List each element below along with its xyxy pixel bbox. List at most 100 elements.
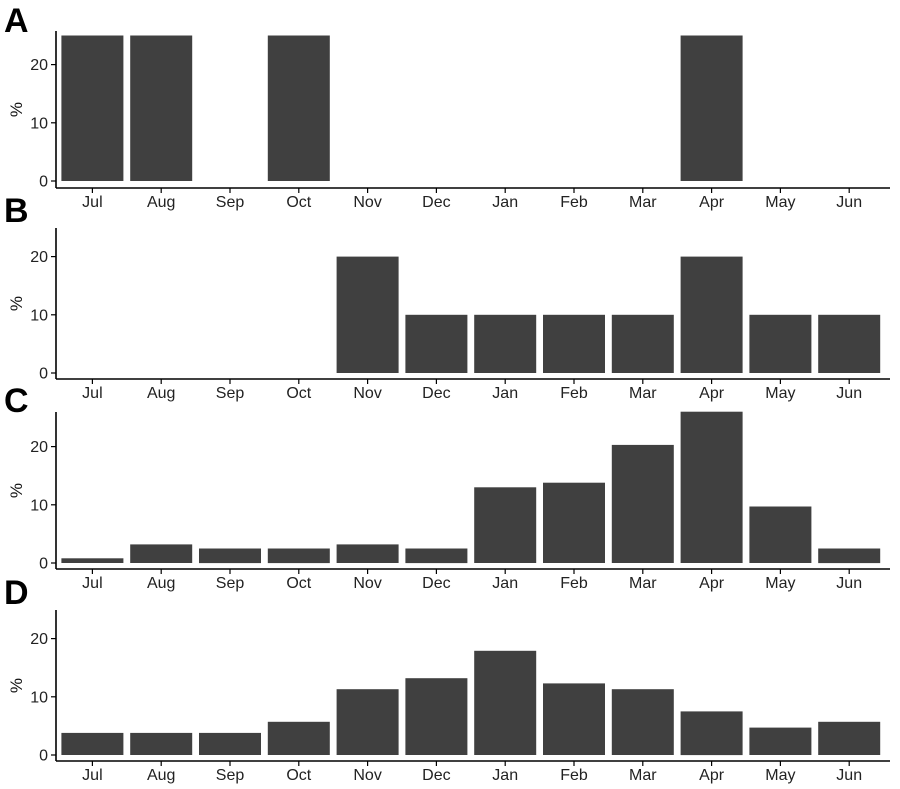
x-tick-label-feb: Feb [560,575,588,592]
x-tick-label-sep: Sep [216,194,245,211]
x-tick-label-oct: Oct [286,575,311,592]
bar-oct [267,35,330,181]
bar-aug [130,35,193,181]
y-tick-label: 10 [30,497,48,514]
bar-mar [611,444,674,563]
bar-jun [818,314,881,373]
bar-dec [405,314,468,373]
y-axis-title: % [7,678,26,693]
y-tick-label: 20 [30,57,48,74]
y-tick-label: 20 [30,631,48,648]
y-axis-title: % [7,483,26,498]
x-tick-label-apr: Apr [699,575,725,592]
x-tick-label-jul: Jul [82,575,102,592]
bar-oct [267,721,330,755]
bar-aug [130,732,193,755]
y-tick-label: 10 [30,115,48,132]
bar-mar [611,689,674,755]
x-tick-label-jul: Jul [82,385,102,402]
bar-nov [336,544,399,563]
bar-feb [543,314,605,373]
x-tick-label-aug: Aug [147,194,175,211]
x-tick-label-jun: Jun [836,767,862,784]
x-tick-label-apr: Apr [699,767,725,784]
x-tick-label-mar: Mar [629,194,657,211]
x-tick-label-mar: Mar [629,575,657,592]
bar-jan [474,487,537,563]
bar-nov [336,689,399,755]
x-tick-label-jul: Jul [82,194,102,211]
x-tick-label-nov: Nov [353,385,381,402]
bar-may [749,314,812,373]
bar-jul [61,35,124,181]
x-tick-label-sep: Sep [216,575,245,592]
bar-jun [818,721,881,755]
bar-feb [543,683,605,755]
x-tick-label-dec: Dec [422,385,450,402]
bar-nov [336,256,399,373]
x-tick-label-jun: Jun [836,385,862,402]
panel-letter: D [4,574,29,612]
bar-may [749,506,812,563]
x-tick-label-oct: Oct [286,385,311,402]
x-tick-label-may: May [765,767,795,784]
x-tick-label-sep: Sep [216,767,245,784]
panel-d: D 0 10 20% Jul Aug Sep Oct Nov Dec Jan Feb Mar Apr May… [4,574,890,784]
x-tick-label-feb: Feb [560,194,588,211]
y-tick-label: 0 [39,366,48,383]
x-tick-label-jan: Jan [492,385,518,402]
x-tick-label-dec: Dec [422,767,450,784]
x-tick-label-aug: Aug [147,767,175,784]
bar-feb [543,482,605,563]
y-tick-label: 10 [30,307,48,324]
x-tick-label-nov: Nov [353,575,381,592]
x-tick-label-may: May [765,194,795,211]
bar-may [749,727,812,755]
x-tick-label-aug: Aug [147,385,175,402]
x-tick-label-jan: Jan [492,194,518,211]
y-tick-label: 20 [30,249,48,266]
bar-jun [818,548,881,564]
x-tick-label-nov: Nov [353,767,381,784]
bar-jan [474,314,537,373]
y-axis-title: % [7,102,26,117]
x-tick-label-oct: Oct [286,194,311,211]
y-axis-title: % [7,296,26,311]
x-tick-label-mar: Mar [629,385,657,402]
y-tick-label: 20 [30,439,48,456]
panel-letter: B [4,192,29,230]
bar-apr [680,35,743,181]
x-tick-label-mar: Mar [629,767,657,784]
bar-aug [130,544,193,563]
x-tick-label-jun: Jun [836,575,862,592]
bar-jul [61,732,124,755]
x-tick-label-dec: Dec [422,575,450,592]
y-tick-label: 10 [30,689,48,706]
bar-apr [680,256,743,373]
x-tick-label-oct: Oct [286,767,311,784]
bar-apr [680,411,743,563]
x-tick-label-may: May [765,575,795,592]
bar-sep [199,548,261,564]
x-tick-label-jun: Jun [836,194,862,211]
panel-a: A 0 10 20% Jul Aug Sep Oct Nov Dec Jan Feb Mar Apr May… [4,2,890,211]
panel-letter: C [4,382,29,420]
x-tick-label-apr: Apr [699,194,725,211]
bar-oct [267,548,330,564]
x-tick-label-jul: Jul [82,767,102,784]
y-tick-label: 0 [39,174,48,191]
x-tick-label-apr: Apr [699,385,725,402]
bar-jan [474,650,537,755]
x-tick-label-feb: Feb [560,385,588,402]
panel-letter: A [4,2,29,40]
x-tick-label-may: May [765,385,795,402]
x-tick-label-jan: Jan [492,575,518,592]
bar-sep [199,732,261,755]
bar-dec [405,548,468,564]
bar-apr [680,711,743,756]
x-tick-label-dec: Dec [422,194,450,211]
x-tick-label-aug: Aug [147,575,175,592]
bar-dec [405,678,468,755]
x-tick-label-nov: Nov [353,194,381,211]
y-tick-label: 0 [39,556,48,573]
